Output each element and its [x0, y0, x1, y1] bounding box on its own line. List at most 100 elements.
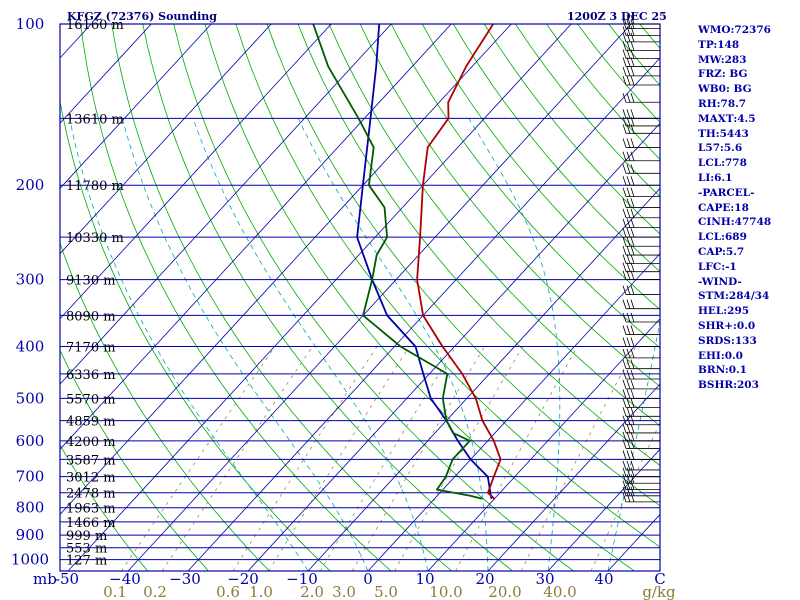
dry-adiabat-line — [111, 24, 453, 571]
wind-barb-flag — [630, 93, 635, 103]
wind-barb-flag — [622, 41, 627, 51]
wind-barb-flag — [626, 423, 631, 434]
wind-barb-flag — [626, 228, 631, 238]
wind-barb-flag — [626, 285, 631, 295]
height-label: 1963 m — [66, 502, 116, 517]
wind-barb-flag — [630, 474, 635, 484]
dry-adiabats — [60, 24, 660, 571]
wind-barb-flag — [622, 325, 627, 335]
height-label: 553 m — [66, 542, 107, 557]
dry-adiabat-line — [80, 24, 392, 571]
wind-barb-flag — [630, 151, 635, 161]
dry-adiabat-line — [60, 99, 331, 571]
wind-barb-flag — [626, 262, 631, 272]
wind-barb-flag — [622, 32, 627, 43]
wind-barb-flag — [630, 312, 635, 323]
wind-barb-flag — [630, 14, 635, 25]
stat-line: TP:148 — [698, 38, 740, 51]
mixing-ratio-tick-label: 5.0 — [374, 583, 398, 600]
height-label: 2478 m — [66, 487, 116, 502]
wind-barb-flag — [622, 415, 627, 425]
pressure-tick-label: 1000 — [11, 551, 49, 569]
height-label: 16160 m — [66, 18, 124, 33]
height-label: 999 m — [66, 529, 107, 544]
wind-barb-flag — [630, 49, 635, 59]
wind-barb-flag — [630, 208, 635, 218]
temperature-tick-label: 30 — [535, 570, 554, 588]
wind-barb-flag — [630, 379, 635, 390]
wind-barb-flag — [622, 109, 627, 119]
mixing-ratio-tick-label: 0.1 — [103, 583, 127, 600]
stat-line: -WIND- — [698, 275, 742, 288]
stat-line: MW:283 — [698, 53, 747, 66]
dry-adiabat-line — [173, 24, 574, 571]
temperature-tick-label: −30 — [169, 570, 201, 588]
mixing-ratio-tick-label: g/kg — [642, 583, 676, 600]
mixing-ratio-tick-label: 0.2 — [143, 583, 167, 600]
temperature-tick-label: 20 — [475, 570, 494, 588]
dry-adiabat-line — [142, 24, 513, 571]
wind-barb-flag — [626, 187, 631, 197]
wind-barb-flag — [626, 348, 631, 358]
wind-barb-flag — [622, 208, 627, 218]
wind-barb-flag — [630, 369, 635, 380]
wind-barb-flag — [630, 198, 635, 208]
isotherm-line — [367, 253, 660, 571]
stat-line: SHR+:0.0 — [698, 319, 756, 332]
dry-adiabat-line — [60, 444, 149, 571]
dry-adiabat-line — [390, 24, 660, 349]
wind-barb-flag — [630, 41, 635, 51]
height-label: 7170 m — [66, 340, 116, 355]
wind-barb-flag — [626, 151, 631, 161]
wind-barb-flag — [630, 359, 635, 369]
isotherm-line — [60, 24, 392, 385]
wind-barb-flag — [630, 32, 635, 43]
wind-barb-flag — [626, 218, 631, 228]
pressure-tick-label: 300 — [16, 271, 45, 289]
isotherm-line — [427, 318, 660, 571]
mixing-ratio-tick-label: 20.0 — [488, 583, 521, 600]
height-label: 5570 m — [66, 392, 116, 407]
isotherm-line — [60, 24, 512, 516]
isotherm-line — [307, 187, 660, 571]
isotherm-line — [547, 448, 660, 571]
wind-barb-flag — [630, 138, 635, 148]
height-label: 9130 m — [66, 274, 116, 289]
isotherm-line — [247, 122, 660, 571]
pressure-tick-label: 200 — [16, 176, 45, 194]
wind-barb-flag — [622, 285, 627, 295]
wind-barb-flag — [622, 460, 627, 471]
wind-barb-flag — [630, 285, 635, 295]
wind-barb-flag — [626, 299, 631, 309]
mixing-ratio-line — [232, 346, 378, 571]
dry-adiabat-line — [359, 24, 660, 388]
dry-adiabat-line — [297, 24, 660, 467]
height-label: 3587 m — [66, 453, 116, 468]
wind-barb-flag — [630, 467, 635, 477]
wind-barb-flag — [626, 93, 631, 103]
chart-time: 1200Z 3 DEC 25 — [567, 10, 667, 23]
wind-barb-flag — [622, 450, 627, 460]
corner-mb-label: mb — [33, 570, 57, 588]
wind-barb-flag — [622, 299, 627, 309]
wind-barb-flag — [630, 460, 635, 471]
wind-barb-flag — [630, 337, 635, 347]
wind-barb-flag — [630, 116, 635, 127]
wind-barb-flag — [622, 176, 627, 186]
wind-barb-flag — [630, 66, 635, 77]
temperature-tick-label: -50 — [55, 570, 79, 588]
wind-barb-flag — [622, 474, 627, 484]
wind-barb-flag — [626, 198, 631, 208]
wind-barb-flag — [626, 41, 631, 51]
wind-barb-flag — [626, 75, 631, 86]
mixing-ratio-tick-label: 0.6 — [216, 583, 240, 600]
wind-barb-flag — [626, 138, 631, 148]
stat-line: RH:78.7 — [698, 97, 747, 110]
temperature-tick-label: −20 — [227, 570, 259, 588]
wind-barb-flag — [622, 423, 627, 434]
wind-barb-flag — [630, 431, 635, 441]
wind-barb-flag — [630, 415, 635, 425]
wind-barb-flag — [626, 450, 631, 460]
